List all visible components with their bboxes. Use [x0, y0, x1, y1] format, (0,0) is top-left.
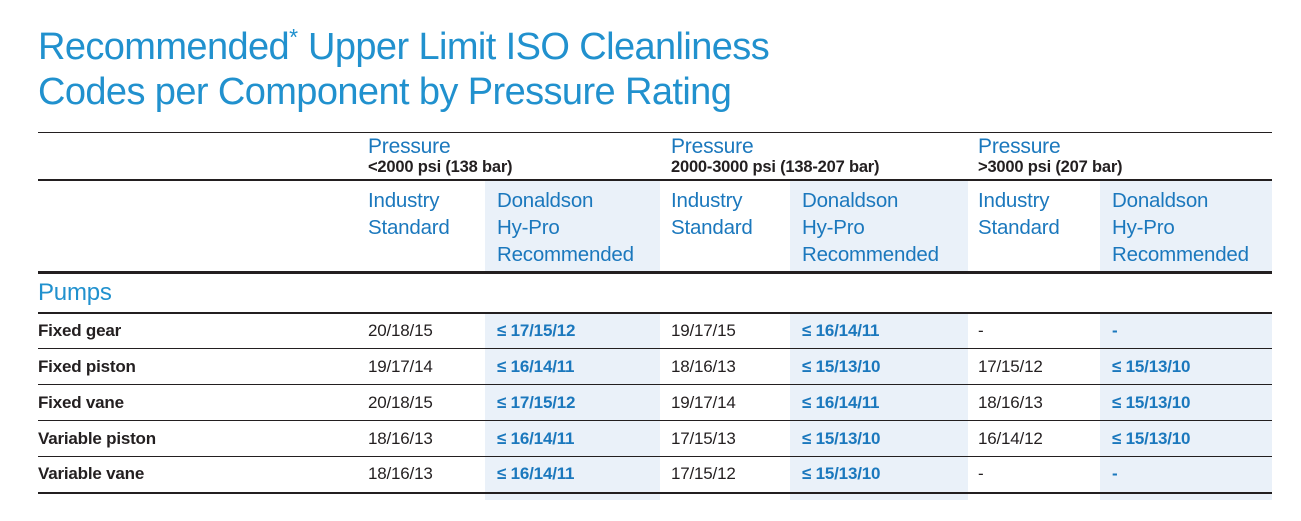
- industry-value-cell: 18/16/13: [975, 384, 1101, 421]
- group-gap: [968, 420, 976, 457]
- section-header-pumps: Pumps: [38, 272, 1273, 314]
- industry-value-cell: 19/17/14: [668, 384, 790, 421]
- title-asterisk: *: [289, 24, 299, 50]
- industry-value-cell: 17/15/12: [975, 348, 1101, 385]
- pressure-group-1-header: Pressure <2000 psi (138 bar): [365, 132, 660, 181]
- component-cell: Fixed gear: [38, 312, 365, 349]
- donaldson-value-cell: ≤ 15/13/10: [790, 420, 969, 457]
- group-gap: [660, 312, 668, 349]
- group-gap: [660, 420, 668, 457]
- pressure-range-1: <2000 psi (138 bar): [368, 157, 513, 176]
- industry-standard-header-2: Industry Standard: [668, 179, 790, 274]
- document-page: Recommended* Upper Limit ISO Cleanliness…: [0, 15, 1301, 521]
- donaldson-value-cell: ≤ 16/14/11: [790, 384, 969, 421]
- group-gap: [660, 384, 668, 421]
- pressure-range-3: >3000 psi (207 bar): [978, 157, 1123, 176]
- component-cell: Fixed piston: [38, 348, 365, 385]
- section-header-row: Pumps: [38, 272, 1273, 314]
- group-gap: [660, 179, 668, 274]
- cleanliness-table: Pressure <2000 psi (138 bar) Pressure 20…: [38, 132, 1273, 500]
- title-line1-rest: Upper Limit ISO Cleanliness: [298, 26, 770, 68]
- group-gap: [968, 179, 976, 274]
- donaldson-value-cell: ≤ 16/14/11: [485, 456, 660, 494]
- table-row-fixed-piston: Fixed piston 19/17/14 ≤ 16/14/11 18/16/1…: [38, 348, 1273, 385]
- title-line1-main: Recommended: [38, 26, 290, 68]
- donaldson-value-cell: -: [1100, 456, 1273, 494]
- pressure-label-3: Pressure: [978, 134, 1061, 158]
- table-row-fixed-vane: Fixed vane 20/18/15 ≤ 17/15/12 19/17/14 …: [38, 384, 1273, 421]
- donaldson-value-cell: ≤ 15/13/10: [1100, 348, 1273, 385]
- pressure-label-2: Pressure: [671, 134, 754, 158]
- industry-value-cell: 20/18/15: [365, 312, 485, 349]
- donaldson-header-2: Donaldson Hy-Pro Recommended: [790, 179, 969, 274]
- component-cell: Fixed vane: [38, 384, 365, 421]
- group-gap: [968, 456, 976, 494]
- industry-value-cell: -: [975, 456, 1101, 494]
- donaldson-header-3: Donaldson Hy-Pro Recommended: [1100, 179, 1273, 274]
- component-cell: Variable vane: [38, 456, 365, 494]
- donaldson-value-cell: ≤ 16/14/11: [485, 348, 660, 385]
- industry-value-cell: 18/16/13: [668, 348, 790, 385]
- pressure-group-2-header: Pressure 2000-3000 psi (138-207 bar): [668, 132, 969, 181]
- group-gap: [968, 384, 976, 421]
- group-gap: [660, 132, 668, 181]
- pressure-range-2: 2000-3000 psi (138-207 bar): [671, 157, 880, 176]
- industry-value-cell: 17/15/13: [668, 420, 790, 457]
- donaldson-header-1: Donaldson Hy-Pro Recommended: [485, 179, 660, 274]
- table-row-variable-vane: Variable vane 18/16/13 ≤ 16/14/11 17/15/…: [38, 456, 1273, 494]
- table-row-fixed-gear: Fixed gear 20/18/15 ≤ 17/15/12 19/17/15 …: [38, 312, 1273, 349]
- donaldson-value-cell: ≤ 16/14/11: [485, 420, 660, 457]
- donaldson-value-cell: ≤ 15/13/10: [790, 348, 969, 385]
- industry-value-cell: 17/15/12: [668, 456, 790, 494]
- donaldson-value-cell: ≤ 15/13/10: [1100, 420, 1273, 457]
- industry-value-cell: 19/17/15: [668, 312, 790, 349]
- industry-value-cell: -: [975, 312, 1101, 349]
- donaldson-value-cell: ≤ 17/15/12: [485, 312, 660, 349]
- pressure-header-row: Pressure <2000 psi (138 bar) Pressure 20…: [38, 132, 1273, 181]
- shaded-stub-row: [38, 492, 1273, 500]
- pressure-group-3-header: Pressure >3000 psi (207 bar): [975, 132, 1273, 181]
- title-line2: Codes per Component by Pressure Rating: [38, 71, 732, 113]
- group-gap: [968, 312, 976, 349]
- industry-value-cell: 20/18/15: [365, 384, 485, 421]
- group-gap: [660, 456, 668, 494]
- page-title: Recommended* Upper Limit ISO Cleanliness…: [38, 15, 1301, 115]
- group-gap: [968, 132, 976, 181]
- group-gap: [660, 348, 668, 385]
- industry-standard-header-1: Industry Standard: [365, 179, 485, 274]
- donaldson-value-cell: ≤ 15/13/10: [790, 456, 969, 494]
- industry-value-cell: 18/16/13: [365, 456, 485, 494]
- pressure-label-1: Pressure: [368, 134, 451, 158]
- component-subheader-cell: [38, 179, 365, 274]
- table-row-variable-piston: Variable piston 18/16/13 ≤ 16/14/11 17/1…: [38, 420, 1273, 457]
- component-header-cell: [38, 132, 365, 181]
- industry-standard-header-3: Industry Standard: [975, 179, 1101, 274]
- donaldson-value-cell: ≤ 17/15/12: [485, 384, 660, 421]
- donaldson-value-cell: ≤ 15/13/10: [1100, 384, 1273, 421]
- donaldson-value-cell: ≤ 16/14/11: [790, 312, 969, 349]
- industry-value-cell: 19/17/14: [365, 348, 485, 385]
- industry-value-cell: 16/14/12: [975, 420, 1101, 457]
- industry-value-cell: 18/16/13: [365, 420, 485, 457]
- donaldson-value-cell: -: [1100, 312, 1273, 349]
- group-gap: [968, 348, 976, 385]
- subheader-row: Industry Standard Donaldson Hy-Pro Recom…: [38, 179, 1273, 274]
- component-cell: Variable piston: [38, 420, 365, 457]
